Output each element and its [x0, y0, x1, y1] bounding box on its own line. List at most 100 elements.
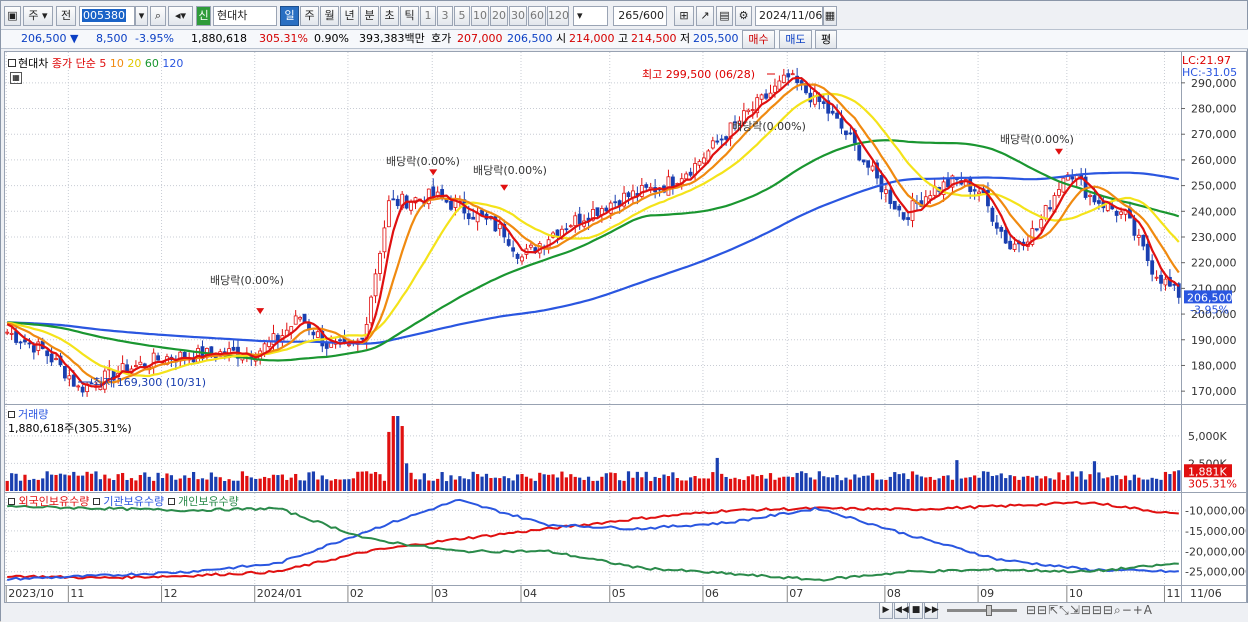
sell-button[interactable]: 매도 — [779, 30, 812, 49]
zoom-slider[interactable] — [947, 609, 1017, 612]
volume-bar — [680, 480, 684, 491]
candle-body — [382, 227, 387, 253]
interval-tab[interactable]: 3 — [437, 6, 453, 26]
volume-bar — [391, 416, 395, 491]
volume-bar — [600, 476, 604, 491]
volume-bar — [684, 480, 688, 491]
count-field[interactable]: 265/600 — [613, 6, 667, 26]
prev-button[interactable]: 전 — [56, 6, 76, 26]
legend-ma10: 10 — [109, 57, 124, 70]
buy-button[interactable]: 매수 — [742, 30, 775, 49]
stock-name-field[interactable]: 현대차 — [213, 6, 277, 26]
candle-body — [1003, 229, 1008, 244]
period-tab[interactable]: 월 — [320, 6, 339, 26]
volume-bar — [866, 475, 870, 491]
gear-icon[interactable]: ⚙ — [735, 6, 752, 26]
candle-body — [941, 181, 946, 195]
draw-tool-icon[interactable]: ↗ — [696, 6, 714, 26]
period-tab[interactable]: 주 — [300, 6, 319, 26]
volume-bar — [1132, 474, 1137, 491]
volume-bar — [786, 476, 790, 491]
interval-tab[interactable]: 10 — [471, 6, 489, 26]
candle-body — [568, 225, 573, 228]
volume-bar — [768, 473, 773, 491]
volume-bar — [116, 474, 120, 491]
volume-bar — [515, 474, 520, 491]
candle-body — [1136, 234, 1141, 238]
volume-bar — [165, 473, 169, 491]
interval-tab[interactable]: 60 — [528, 6, 546, 26]
volume-bar — [209, 472, 213, 491]
candle-body — [786, 73, 791, 78]
forward-icon[interactable]: ▶▶ — [924, 602, 939, 619]
table-icon[interactable]: ▦ — [10, 72, 22, 84]
candle-body — [999, 227, 1004, 232]
interval-tab[interactable]: 5 — [454, 6, 470, 26]
volume-bar — [382, 480, 387, 491]
volume-bar — [23, 474, 27, 491]
volume-bar — [245, 475, 249, 491]
speaker-icon[interactable]: ◂▾ — [168, 6, 193, 26]
volume-bar — [227, 479, 231, 491]
stop-icon[interactable]: ■ — [909, 602, 923, 619]
volume-bar — [427, 480, 431, 491]
zoom-slider-handle[interactable] — [986, 605, 992, 616]
volume-bar — [1128, 480, 1132, 491]
rewind-icon[interactable]: ◀◀ — [894, 602, 909, 619]
code-input[interactable]: 005380 — [79, 6, 135, 26]
volume-bar — [689, 477, 693, 491]
volume-bar — [342, 479, 347, 491]
volume-bar — [1088, 474, 1092, 491]
volume-bar — [640, 477, 644, 491]
chart-svg[interactable]: 170,000180,000190,000200,000210,000220,0… — [5, 52, 1248, 602]
calendar-icon[interactable]: ▦ — [823, 6, 837, 26]
volume-bar — [1159, 479, 1163, 491]
candle-type-icon[interactable]: ⊞ — [674, 6, 694, 26]
volume-bar — [502, 476, 506, 491]
candle-body — [276, 334, 280, 341]
code-dropdown-icon[interactable]: ▾ — [135, 6, 148, 26]
interval-tab[interactable]: 1 — [420, 6, 436, 26]
dividend-label: 배당락(0.00%) — [1000, 133, 1074, 146]
period-tab[interactable]: 분 — [360, 6, 379, 26]
volume-bar — [347, 479, 351, 491]
open-value: 214,000 — [569, 32, 615, 45]
period-tab[interactable]: 년 — [340, 6, 359, 26]
volume-bar — [1110, 475, 1114, 491]
volume-bar — [831, 477, 835, 491]
volume-bar — [853, 474, 857, 491]
volume-bar — [746, 476, 750, 491]
interval-tab[interactable]: 120 — [547, 6, 569, 26]
interval-tab[interactable]: 20 — [490, 6, 508, 26]
volume-bar — [449, 475, 453, 491]
layout-icon[interactable]: ▣ — [4, 6, 21, 26]
period-tab[interactable]: 틱 — [400, 6, 419, 26]
volume-bar — [58, 473, 63, 491]
volume-bar — [968, 477, 972, 491]
volume-bar — [147, 476, 151, 491]
play-icon[interactable]: ▶ — [879, 602, 893, 619]
eval-button[interactable]: 평 — [815, 30, 837, 49]
period-tab[interactable]: 일 — [280, 6, 299, 26]
candle-body — [347, 344, 351, 346]
mode-select[interactable]: 주 ▾ — [23, 6, 53, 26]
volume-bar — [214, 476, 218, 491]
save-icon[interactable]: ▤ — [716, 6, 733, 26]
tool-icons[interactable]: ⊟⊟⇱⤡⇲⊟⊟⊟⌕−+A — [1026, 603, 1154, 617]
toolbar: ▣ 주 ▾ 전 005380 ▾ ⌕ ◂▾ 신 현대차 ▾ 265/600 ⊞ … — [1, 4, 1248, 28]
period-tab[interactable]: 초 — [380, 6, 399, 26]
candle-body — [746, 109, 751, 113]
search-icon[interactable]: ⌕ — [150, 6, 166, 26]
x-tick-label: 05 — [612, 587, 626, 600]
volume-bar — [311, 471, 316, 491]
date-field[interactable]: 2024/11/06 — [755, 6, 823, 26]
price-tick-label: 220,000 — [1191, 257, 1237, 270]
chart-area[interactable]: 170,000 180,000 190,000 200,000 210,000 220,0… — [4, 51, 1248, 603]
interval-custom-field[interactable]: ▾ — [573, 6, 608, 26]
volume-bar — [1177, 470, 1181, 491]
volume-bar — [538, 472, 542, 491]
interval-tab[interactable]: 30 — [509, 6, 527, 26]
volume-bar — [937, 478, 941, 491]
volume-bar — [657, 477, 662, 491]
volume-bar — [1150, 477, 1154, 491]
